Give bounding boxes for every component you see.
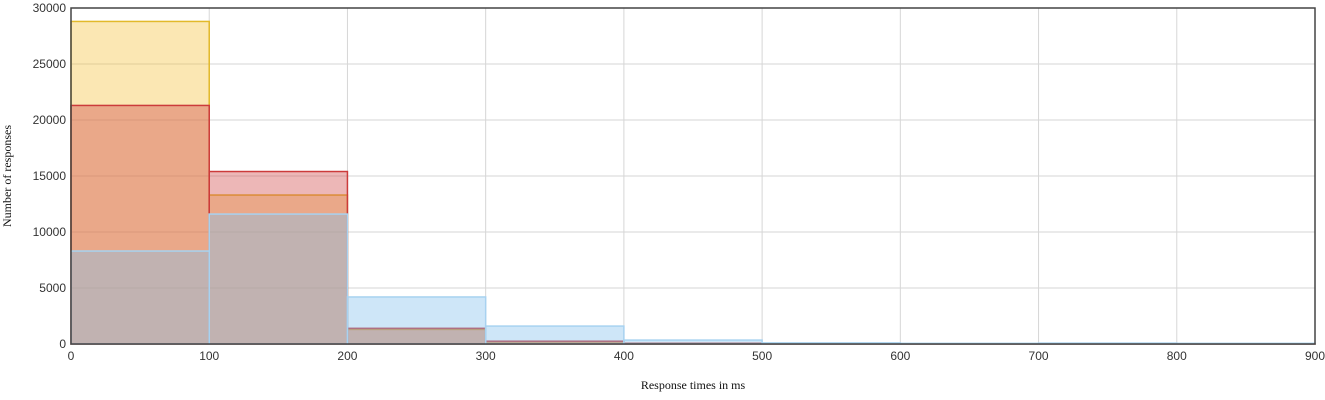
- y-tick-label-1: 5000: [39, 281, 66, 295]
- x-tick-label-3: 300: [476, 349, 496, 363]
- x-axis-title: Response times in ms: [641, 378, 746, 392]
- x-tick-label-1: 100: [199, 349, 219, 363]
- bars: [70, 20, 1316, 345]
- x-tick-label-4: 400: [614, 349, 634, 363]
- y-tick-labels: 0 5000 10000 15000 20000 25000 30000: [33, 1, 67, 351]
- x-tick-label-6: 600: [890, 349, 910, 363]
- bar-series-1-bin-1: [208, 170, 349, 345]
- y-tick-label-6: 30000: [33, 1, 67, 15]
- x-tick-labels: 0 100 200 300 400 500 600 700 800 900: [68, 349, 1325, 363]
- y-tick-label-2: 10000: [33, 225, 67, 239]
- bar-series-2-bin-3: [484, 325, 625, 345]
- x-tick-label-2: 200: [337, 349, 357, 363]
- y-tick-label-0: 0: [59, 337, 66, 351]
- plot-frame: [70, 7, 1316, 345]
- y-axis-title: Number of responses: [0, 125, 14, 227]
- y-tick-label-5: 25000: [33, 57, 67, 71]
- bar-series-1-bin-0: [70, 104, 210, 345]
- x-tick-label-5: 500: [752, 349, 772, 363]
- bar-series-2-bin-2: [346, 296, 487, 345]
- bar-series-0-bin-0: [70, 20, 210, 345]
- bar-series-2-bin-0: [70, 250, 210, 345]
- x-tick-label-8: 800: [1167, 349, 1187, 363]
- x-tick-label-7: 700: [1029, 349, 1049, 363]
- x-tick-label-9: 900: [1305, 349, 1325, 363]
- y-tick-label-4: 20000: [33, 113, 67, 127]
- bar-series-2-bin-1: [208, 213, 349, 345]
- x-tick-label-0: 0: [68, 349, 75, 363]
- y-tick-label-3: 15000: [33, 169, 67, 183]
